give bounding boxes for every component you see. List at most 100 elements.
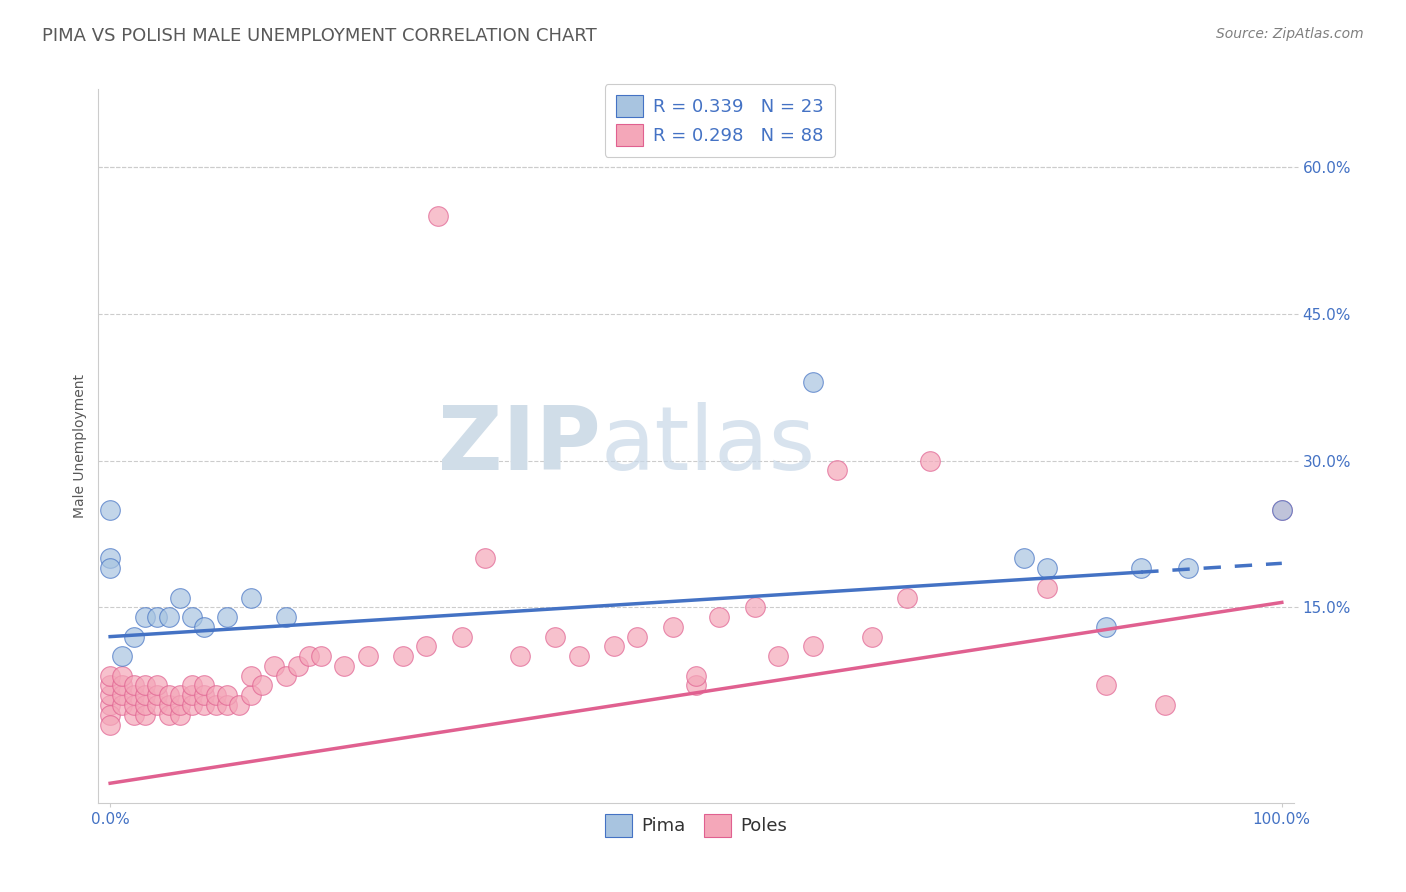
Point (146, 698, 169, 712)
Point (111, 698, 134, 712)
Point (661, 620, 683, 634)
Point (146, 610, 169, 624)
Point (1095, 678, 1118, 692)
Point (1271, 502, 1294, 516)
Point (1036, 561, 1059, 575)
Point (146, 688, 169, 702)
Point (134, 610, 156, 624)
Point (1130, 561, 1153, 575)
Point (474, 551, 496, 566)
Point (98, 698, 121, 712)
Point (239, 669, 262, 683)
Point (98, 551, 121, 566)
Point (98, 678, 121, 692)
Point (181, 688, 204, 702)
Point (415, 640, 437, 654)
Point (193, 698, 215, 712)
Point (274, 669, 297, 683)
Point (239, 688, 262, 702)
Point (98, 669, 121, 683)
Point (450, 630, 472, 644)
Point (204, 688, 226, 702)
Point (122, 707, 145, 722)
Point (1271, 502, 1294, 516)
Point (626, 630, 648, 644)
Point (134, 707, 156, 722)
Point (709, 610, 731, 624)
Point (239, 591, 262, 605)
Point (111, 649, 134, 664)
Point (122, 678, 145, 692)
Point (134, 698, 156, 712)
Point (685, 678, 707, 692)
Point (252, 678, 274, 692)
Point (122, 698, 145, 712)
Point (193, 688, 215, 702)
Point (98, 561, 121, 575)
Point (181, 678, 204, 692)
Point (1012, 551, 1035, 566)
Point (309, 649, 332, 664)
Point (744, 600, 766, 615)
Point (157, 610, 180, 624)
Point (157, 707, 180, 722)
Point (111, 678, 134, 692)
Point (920, 453, 942, 467)
Point (193, 620, 215, 634)
Text: atlas: atlas (600, 402, 815, 490)
Point (181, 610, 204, 624)
Point (860, 630, 883, 644)
Point (544, 630, 567, 644)
Point (263, 659, 285, 673)
Point (157, 698, 180, 712)
Point (204, 698, 226, 712)
Point (217, 688, 239, 702)
Point (157, 688, 180, 702)
Point (274, 610, 297, 624)
Point (122, 630, 145, 644)
Point (568, 649, 591, 664)
Point (896, 591, 918, 605)
Point (801, 376, 824, 390)
Point (169, 591, 191, 605)
Point (217, 698, 239, 712)
Point (217, 610, 239, 624)
Point (111, 669, 134, 683)
Point (1177, 561, 1199, 575)
Text: ZIP: ZIP (437, 402, 600, 490)
Point (801, 640, 824, 654)
Legend: Pima, Poles: Pima, Poles (598, 807, 794, 844)
Text: PIMA VS POLISH MALE UNEMPLOYMENT CORRELATION CHART: PIMA VS POLISH MALE UNEMPLOYMENT CORRELA… (42, 27, 598, 45)
Text: Source: ZipAtlas.com: Source: ZipAtlas.com (1216, 27, 1364, 41)
Point (509, 649, 531, 664)
Point (146, 678, 169, 692)
Point (98, 502, 121, 516)
Point (181, 698, 204, 712)
Point (111, 688, 134, 702)
Point (287, 659, 309, 673)
Point (193, 678, 215, 692)
Point (1036, 581, 1059, 595)
Point (766, 649, 789, 664)
Point (134, 678, 156, 692)
Point (169, 698, 191, 712)
Point (1095, 620, 1118, 634)
Point (333, 659, 356, 673)
Point (685, 669, 707, 683)
Point (228, 698, 250, 712)
Point (298, 649, 321, 664)
Point (603, 640, 626, 654)
Point (427, 209, 450, 223)
Point (169, 707, 191, 722)
Point (357, 649, 380, 664)
Point (98, 707, 121, 722)
Point (98, 717, 121, 731)
Point (134, 688, 156, 702)
Point (122, 688, 145, 702)
Y-axis label: Male Unemployment: Male Unemployment (73, 374, 87, 518)
Point (1153, 698, 1175, 712)
Point (169, 688, 191, 702)
Point (825, 463, 848, 477)
Point (392, 649, 415, 664)
Point (98, 688, 121, 702)
